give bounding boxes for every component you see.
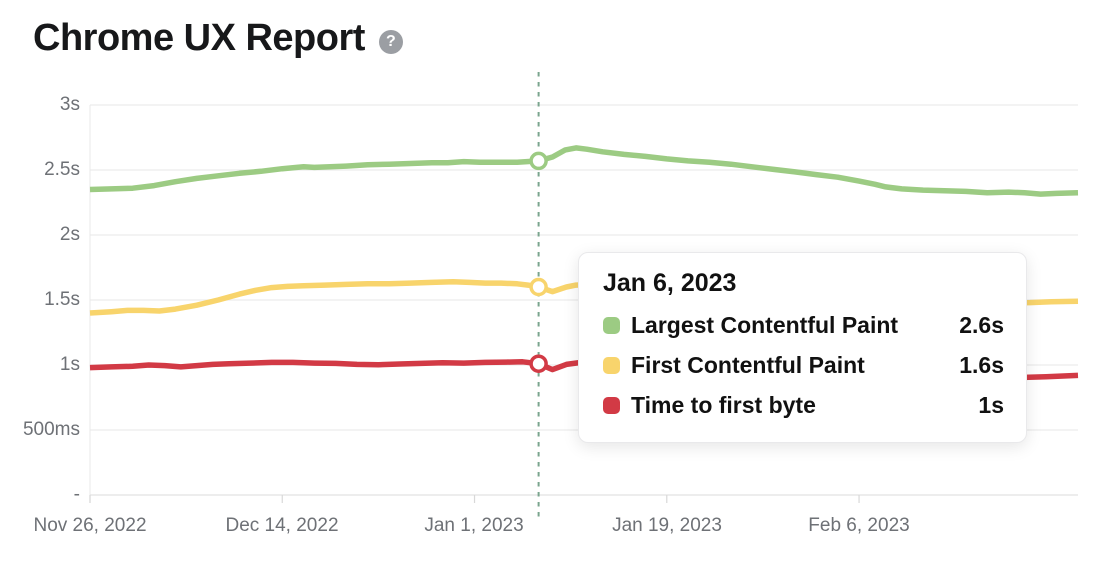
legend-swatch-fcp-icon: [603, 356, 620, 374]
series-line-lcp[interactable]: [89, 145, 1079, 197]
y-axis-tick-label: 1s: [59, 354, 80, 375]
tooltip: Jan 6, 2023 Largest Contentful Paint 2.6…: [578, 252, 1027, 443]
tooltip-metric-value: 1.6s: [959, 351, 1004, 378]
legend-swatch-ttfb-icon: [603, 396, 620, 414]
tooltip-metric-label: Time to first byte: [631, 391, 816, 418]
y-axis-tick-label: 3s: [59, 94, 80, 115]
tooltip-metric-label: Largest Contentful Paint: [631, 311, 899, 338]
y-axis-tick-label: 2s: [59, 224, 80, 245]
tooltip-row-lcp: Largest Contentful Paint 2.6s: [603, 305, 1004, 345]
tooltip-metric-value: 1s: [978, 391, 1004, 418]
x-axis-tick-label: Jan 1, 2023: [424, 515, 524, 536]
y-axis-tick-label: 2.5s: [44, 159, 80, 180]
x-axis-tick-label: Feb 6, 2023: [808, 515, 910, 536]
page-title: Chrome UX Report: [33, 17, 365, 59]
x-axis-tick-label: Jan 19, 2023: [612, 515, 722, 536]
hover-marker-ttfb: [529, 354, 548, 373]
hover-marker-lcp: [529, 151, 548, 171]
y-axis-tick-label: 500ms: [22, 419, 80, 440]
legend-swatch-lcp-icon: [603, 316, 620, 334]
y-axis-tick-label: 1.5s: [44, 289, 80, 310]
tooltip-row-fcp: First Contentful Paint 1.6s: [603, 345, 1004, 385]
tooltip-date: Jan 6, 2023: [603, 269, 737, 297]
tooltip-row-ttfb: Time to first byte 1s: [603, 385, 1004, 425]
help-icon[interactable]: ?: [378, 29, 403, 54]
x-axis-tick-label: Nov 26, 2022: [33, 515, 147, 536]
y-axis-tick-label: -: [73, 484, 80, 505]
tooltip-metric-label: First Contentful Paint: [631, 351, 865, 378]
tooltip-metric-value: 2.6s: [959, 311, 1004, 338]
x-axis-tick-label: Dec 14, 2022: [225, 515, 339, 536]
hover-marker-fcp: [529, 277, 548, 297]
header: Chrome UX Report ?: [33, 17, 403, 60]
